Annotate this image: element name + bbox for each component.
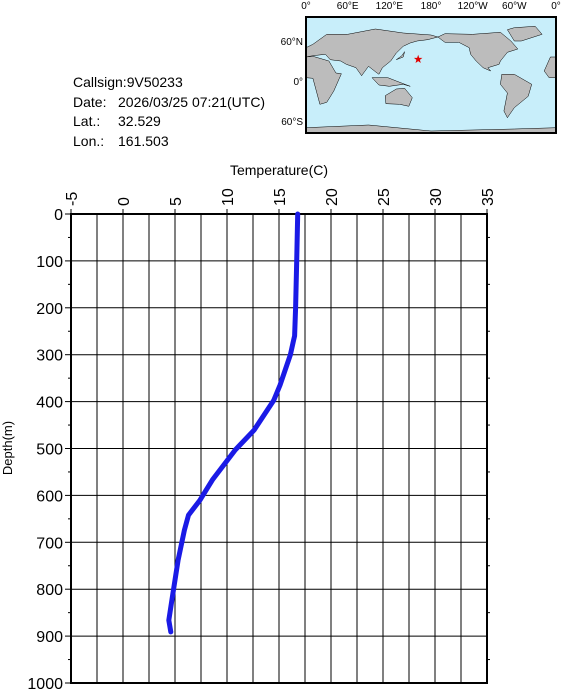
profile-line [166,211,301,635]
x-tick-label: 0 [116,197,133,206]
land [306,26,556,133]
continent [396,51,405,60]
y-tick-label: 600 [36,488,63,505]
x-tick-label: 35 [480,188,497,206]
continent [306,124,556,133]
x-axis-title: Temperature(C) [230,162,328,178]
date: 2026/03/25 07:21(UTC) [118,94,265,110]
map-lon-label: 60°W [502,1,527,12]
y-tick-label: 900 [36,629,63,646]
map-lon-label: 60°E [337,1,359,12]
continent [306,56,342,105]
y-tick-label: 500 [36,442,63,459]
continent [500,74,532,119]
continent [543,56,556,78]
x-tick-label: 5 [168,197,185,206]
y-tick-label: 1000 [27,676,63,690]
location-map: 0° 60°E 120°E 180° 120°W 60°W 0° 60°N 0° 60°S [281,1,561,134]
location-star [413,54,423,63]
lon-label: Lon.: [73,133,104,149]
map-lon-label: 0° [551,1,561,12]
map-lat-label: 0° [293,77,303,88]
continent [384,88,413,107]
lat-label: Lat.: [73,113,100,129]
map-lat-label: 60°N [281,37,303,48]
map-frame [305,16,557,134]
map-lon-label: 0° [301,1,311,12]
x-tick-label: 10 [220,188,237,206]
y-tick-label: 700 [36,535,63,552]
y-axis-title: Depth(m) [0,421,15,475]
map-lon-label: 120°E [376,1,404,12]
y-tick-label: 200 [36,301,63,318]
x-tick-label: 30 [428,188,445,206]
plot-frame [70,213,488,684]
date-label: Date: [73,94,106,110]
lon: 161.503 [118,133,169,149]
y-tick-label: 400 [36,395,63,412]
y-tick-label: 100 [36,254,63,271]
continent [306,28,439,77]
map-lat-label: 60°S [281,117,303,128]
x-tick-label: 15 [272,188,289,206]
y-tick-label: 300 [36,348,63,365]
callsign: Callsign:9V50233 [73,74,183,90]
continent [437,32,519,72]
y-tick-label: 800 [36,582,63,599]
plot: -5 0 5 10 15 20 25 30 35010020030040050060070080… [27,188,497,690]
continent [507,26,543,42]
map-lon-label: 120°W [458,1,489,12]
x-tick-label: 25 [376,188,393,206]
x-tick-label: -5 [64,192,81,206]
continent [371,77,411,87]
y-tick-label: 0 [54,207,63,224]
x-tick-label: 20 [324,188,341,206]
map-lon-label: 180° [421,1,442,12]
lat: 32.529 [118,113,161,129]
